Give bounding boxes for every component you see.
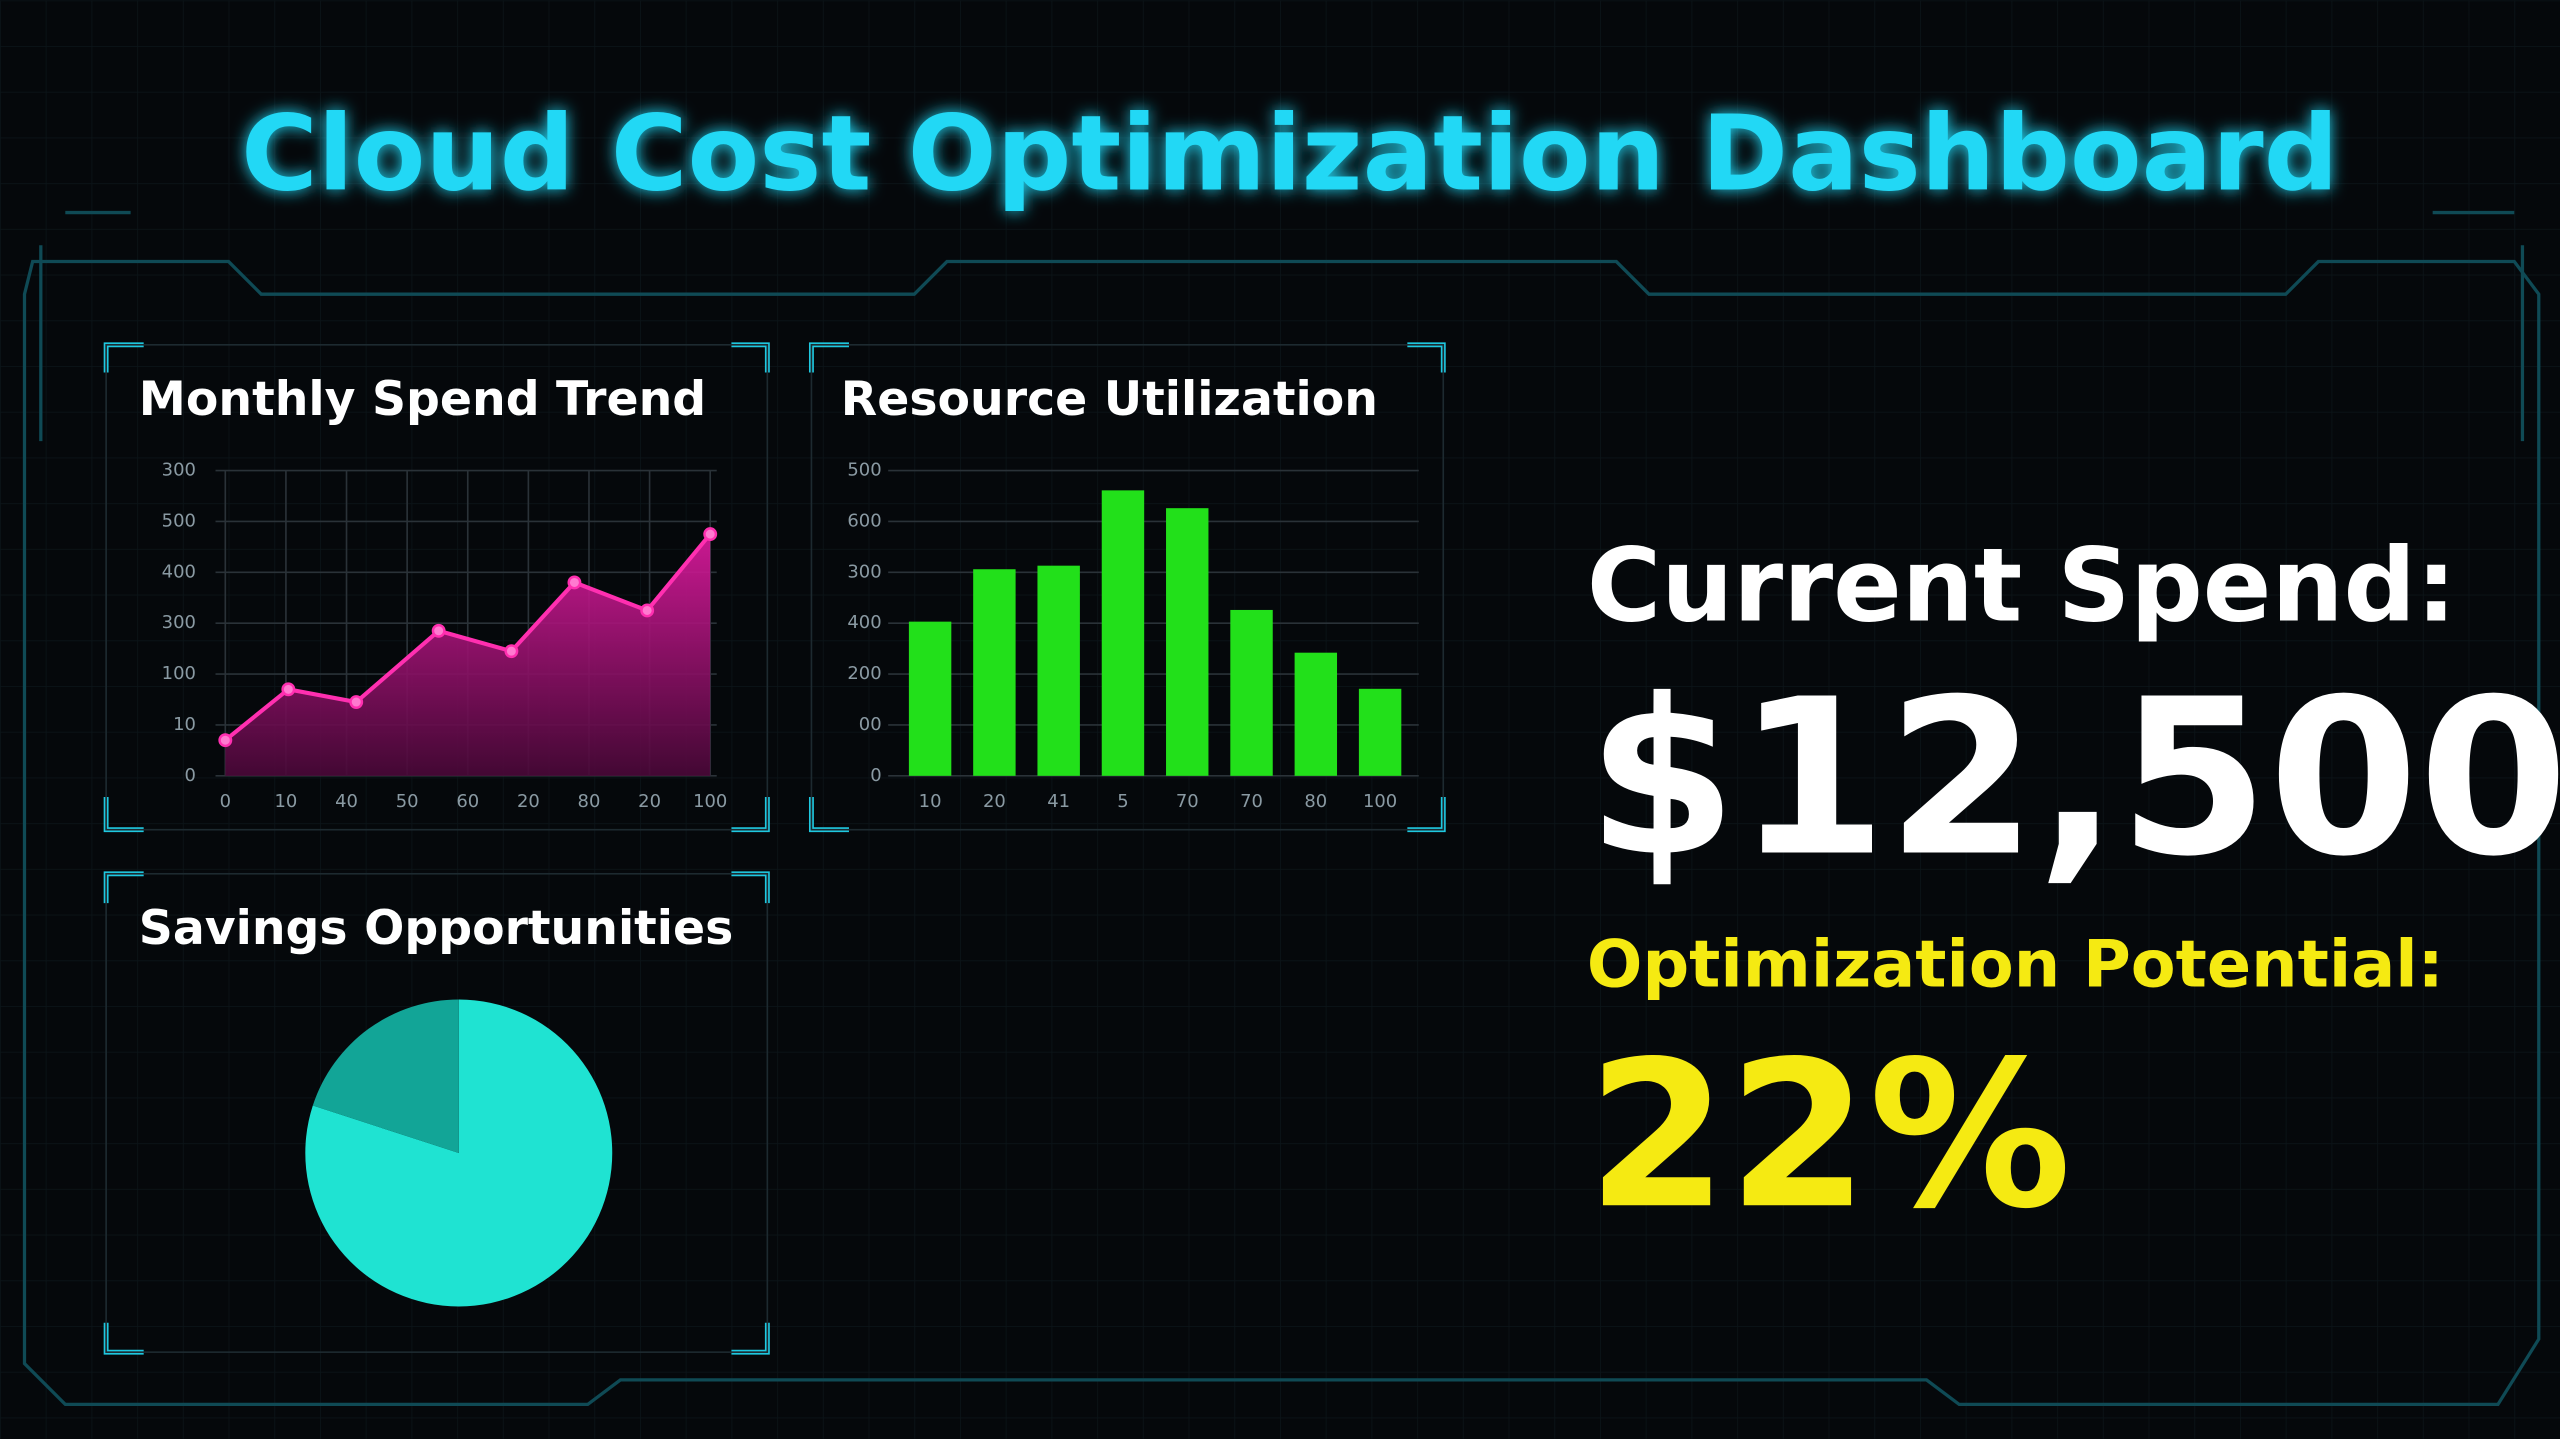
x-tick-label: 70 [1176,791,1199,812]
bar [1101,490,1145,776]
x-tick-label: 20 [983,791,1006,812]
y-tick-label: 500 [162,510,196,531]
x-tick-label: 10 [919,791,942,812]
y-tick-label: 0 [184,765,195,786]
y-tick-label: 600 [847,510,881,531]
point [281,682,296,697]
kpi-value: 22% [1587,1017,2072,1253]
x-tick-label: 41 [1047,791,1070,812]
x-tick-label: 80 [578,791,601,812]
x-tick-label: 5 [1117,791,1128,812]
y-tick-label: 300 [162,612,196,633]
x-tick-label: 20 [517,791,540,812]
dashboard-title: Cloud Cost Optimization Dashboard [241,93,2338,215]
line [224,532,712,742]
x-tick-label: 10 [275,791,298,812]
panel-title: Resource Utilization [841,372,1378,427]
kpi-value: $12,500 [1587,653,2560,904]
bar [908,621,952,776]
frame [22,210,2541,1407]
y-tick-label: 500 [847,460,881,481]
y-tick-label: 400 [162,561,196,582]
x-tick-label: 0 [220,791,231,812]
area [225,534,711,776]
point [504,644,519,659]
x-tick-label: 60 [456,791,479,812]
y-tick-label: 200 [847,663,881,684]
panel-title: Savings Opportunities [139,901,734,956]
x-tick-label: 100 [693,791,727,812]
y-tick-label: 300 [162,460,196,481]
point [349,695,364,709]
y-tick-label: 00 [859,714,882,735]
bar [1294,652,1338,776]
panel-title: Monthly Spend Trend [139,372,706,427]
point [640,603,655,618]
bar [1358,688,1402,776]
point [431,623,446,638]
bar [1037,565,1080,776]
y-tick-label: 10 [173,714,196,735]
bar [1230,609,1273,776]
x-tick-label: 100 [1363,791,1397,812]
y-tick-label: 300 [847,561,881,582]
x-tick-label: 40 [335,791,358,812]
y-tick-label: 100 [162,663,196,684]
point [703,527,718,542]
y-tick-label: 400 [847,612,881,633]
x-tick-label: 80 [1304,791,1327,812]
kpi-label: Current Spend: [1587,527,2457,645]
pie-slice [312,999,459,1153]
panel-frames [103,342,1446,1355]
point [567,575,582,590]
x-tick-label: 50 [396,791,419,812]
kpi-label: Optimization Potential: [1587,926,2444,1002]
point [218,733,233,748]
bar [973,569,1016,776]
bar [1166,508,1209,776]
x-tick-label: 70 [1240,791,1263,812]
y-tick-label: 0 [870,765,881,786]
x-tick-label: 20 [638,791,661,812]
